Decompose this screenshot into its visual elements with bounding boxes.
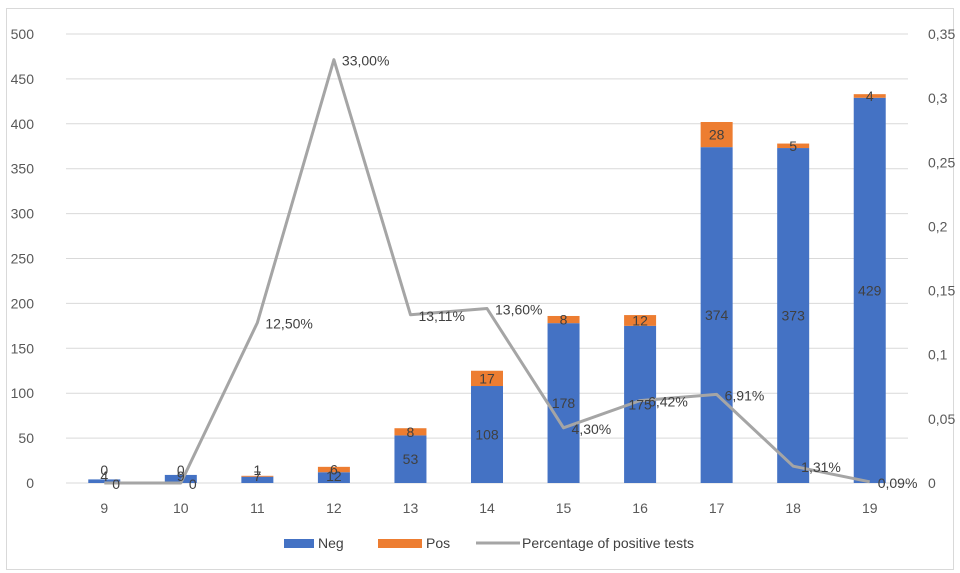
- x-axis-tick-label: 13: [403, 500, 419, 516]
- pos-data-label: 0: [100, 462, 108, 478]
- right-axis-tick-label: 0: [928, 475, 936, 491]
- line-percentage-positive: [104, 58, 870, 485]
- right-axis-tick-label: 0,3: [928, 90, 948, 106]
- neg-data-label: 9: [177, 468, 185, 484]
- pos-data-label: 5: [789, 138, 797, 154]
- neg-data-label: 53: [403, 451, 419, 467]
- x-axis-tick-label: 17: [709, 500, 725, 516]
- legend: Neg Pos Percentage of positive tests: [284, 535, 694, 551]
- left-axis-tick-label: 150: [11, 340, 35, 356]
- legend-label-neg: Neg: [318, 535, 344, 551]
- percentage-data-label: 0: [189, 476, 197, 492]
- pos-data-label: 1: [253, 462, 261, 478]
- bar-neg: [547, 323, 580, 483]
- pos-data-label: 0: [177, 462, 185, 478]
- bar-neg: [241, 476, 274, 483]
- bar-neg: [317, 472, 350, 483]
- right-axis-tick-label: 0,15: [928, 283, 955, 299]
- x-axis-tick-label: 19: [862, 500, 878, 516]
- percentage-data-label: 6,42%: [648, 394, 688, 410]
- legend-label-pos: Pos: [426, 535, 450, 551]
- bar-pos: [777, 143, 810, 149]
- gridlines: [66, 33, 908, 484]
- bar-pos: [700, 122, 733, 148]
- x-axis-tick-label: 10: [173, 500, 189, 516]
- bar-neg: [88, 479, 121, 483]
- neg-data-label: 108: [475, 427, 499, 443]
- percentage-data-label: 0: [112, 476, 120, 492]
- percentage-data-label: 13,60%: [495, 302, 542, 318]
- pos-data-label: 6: [330, 462, 338, 478]
- pos-data-label: 8: [560, 312, 568, 328]
- left-axis-tick-label: 400: [11, 116, 35, 132]
- bar-pos: [853, 94, 886, 98]
- pos-data-label: 17: [479, 370, 495, 386]
- bar-pos: [547, 315, 580, 324]
- left-axis-tick-label: 50: [18, 430, 34, 446]
- right-axis-tick-label: 0,25: [928, 154, 955, 170]
- x-axis-tick-label: 18: [785, 500, 801, 516]
- legend-swatch-pos: [378, 539, 422, 548]
- neg-data-label: 7: [253, 468, 261, 484]
- percentage-data-label: 4,30%: [572, 421, 612, 437]
- neg-data-label: 175: [628, 396, 652, 412]
- percentage-data-label: 6,91%: [725, 387, 765, 403]
- left-axis-tick-label: 250: [11, 251, 35, 267]
- bar-pos: [394, 428, 427, 436]
- left-axis-tick-label: 350: [11, 161, 35, 177]
- left-axis-tick-label: 100: [11, 385, 35, 401]
- legend-label-line: Percentage of positive tests: [522, 535, 694, 551]
- neg-data-label: 373: [782, 308, 806, 324]
- line-series: [104, 58, 870, 485]
- left-axis-tick-label: 200: [11, 295, 35, 311]
- right-axis-tick-label: 0,2: [928, 218, 948, 234]
- percentage-data-label: 1,31%: [801, 459, 841, 475]
- right-axis-tick-label: 0,35: [928, 26, 955, 42]
- bar-neg: [394, 435, 427, 483]
- right-axis-tick-label: 0,05: [928, 411, 955, 427]
- bar-pos: [317, 466, 350, 473]
- bar-neg: [164, 474, 197, 483]
- x-axis-tick-label: 15: [556, 500, 572, 516]
- pos-data-label: 8: [407, 424, 415, 440]
- bar-neg: [471, 386, 503, 483]
- left-axis-tick-label: 500: [11, 26, 35, 42]
- left-axis-tick-label: 0: [26, 475, 34, 491]
- left-axis-tick-label: 300: [11, 206, 35, 222]
- percentage-data-label: 0,09%: [878, 475, 918, 491]
- x-axis-tick-label: 11: [250, 500, 265, 516]
- x-axis-tick-label: 14: [479, 500, 495, 516]
- pos-data-label: 4: [866, 88, 874, 104]
- percentage-data-label: 12,50%: [265, 316, 312, 332]
- neg-data-label: 12: [326, 468, 342, 484]
- left-axis-tick-label: 450: [11, 71, 35, 87]
- x-axis-tick-label: 9: [100, 500, 108, 516]
- neg-data-label: 4: [100, 468, 108, 484]
- pos-data-label: 12: [632, 312, 648, 328]
- neg-data-label: 178: [552, 395, 576, 411]
- pos-data-label: 28: [709, 127, 725, 143]
- x-axis-tick-label: 12: [326, 500, 342, 516]
- bar-neg: [700, 147, 733, 483]
- bar-pos: [471, 370, 503, 387]
- bar-pos: [241, 475, 274, 477]
- right-axis-tick-label: 0,1: [928, 347, 948, 363]
- bar-pos: [624, 315, 657, 326]
- neg-data-label: 429: [858, 282, 882, 298]
- bar-neg: [777, 148, 810, 483]
- neg-data-label: 374: [705, 307, 729, 323]
- percentage-data-label: 13,11%: [418, 308, 464, 324]
- percentage-data-label: 33,00%: [342, 53, 389, 69]
- bars: [88, 94, 886, 484]
- bar-neg: [853, 97, 886, 484]
- axes: 05010015020025030035040045050000,050,10,…: [11, 26, 956, 516]
- x-axis-tick-label: 16: [632, 500, 648, 516]
- legend-swatch-neg: [284, 539, 314, 548]
